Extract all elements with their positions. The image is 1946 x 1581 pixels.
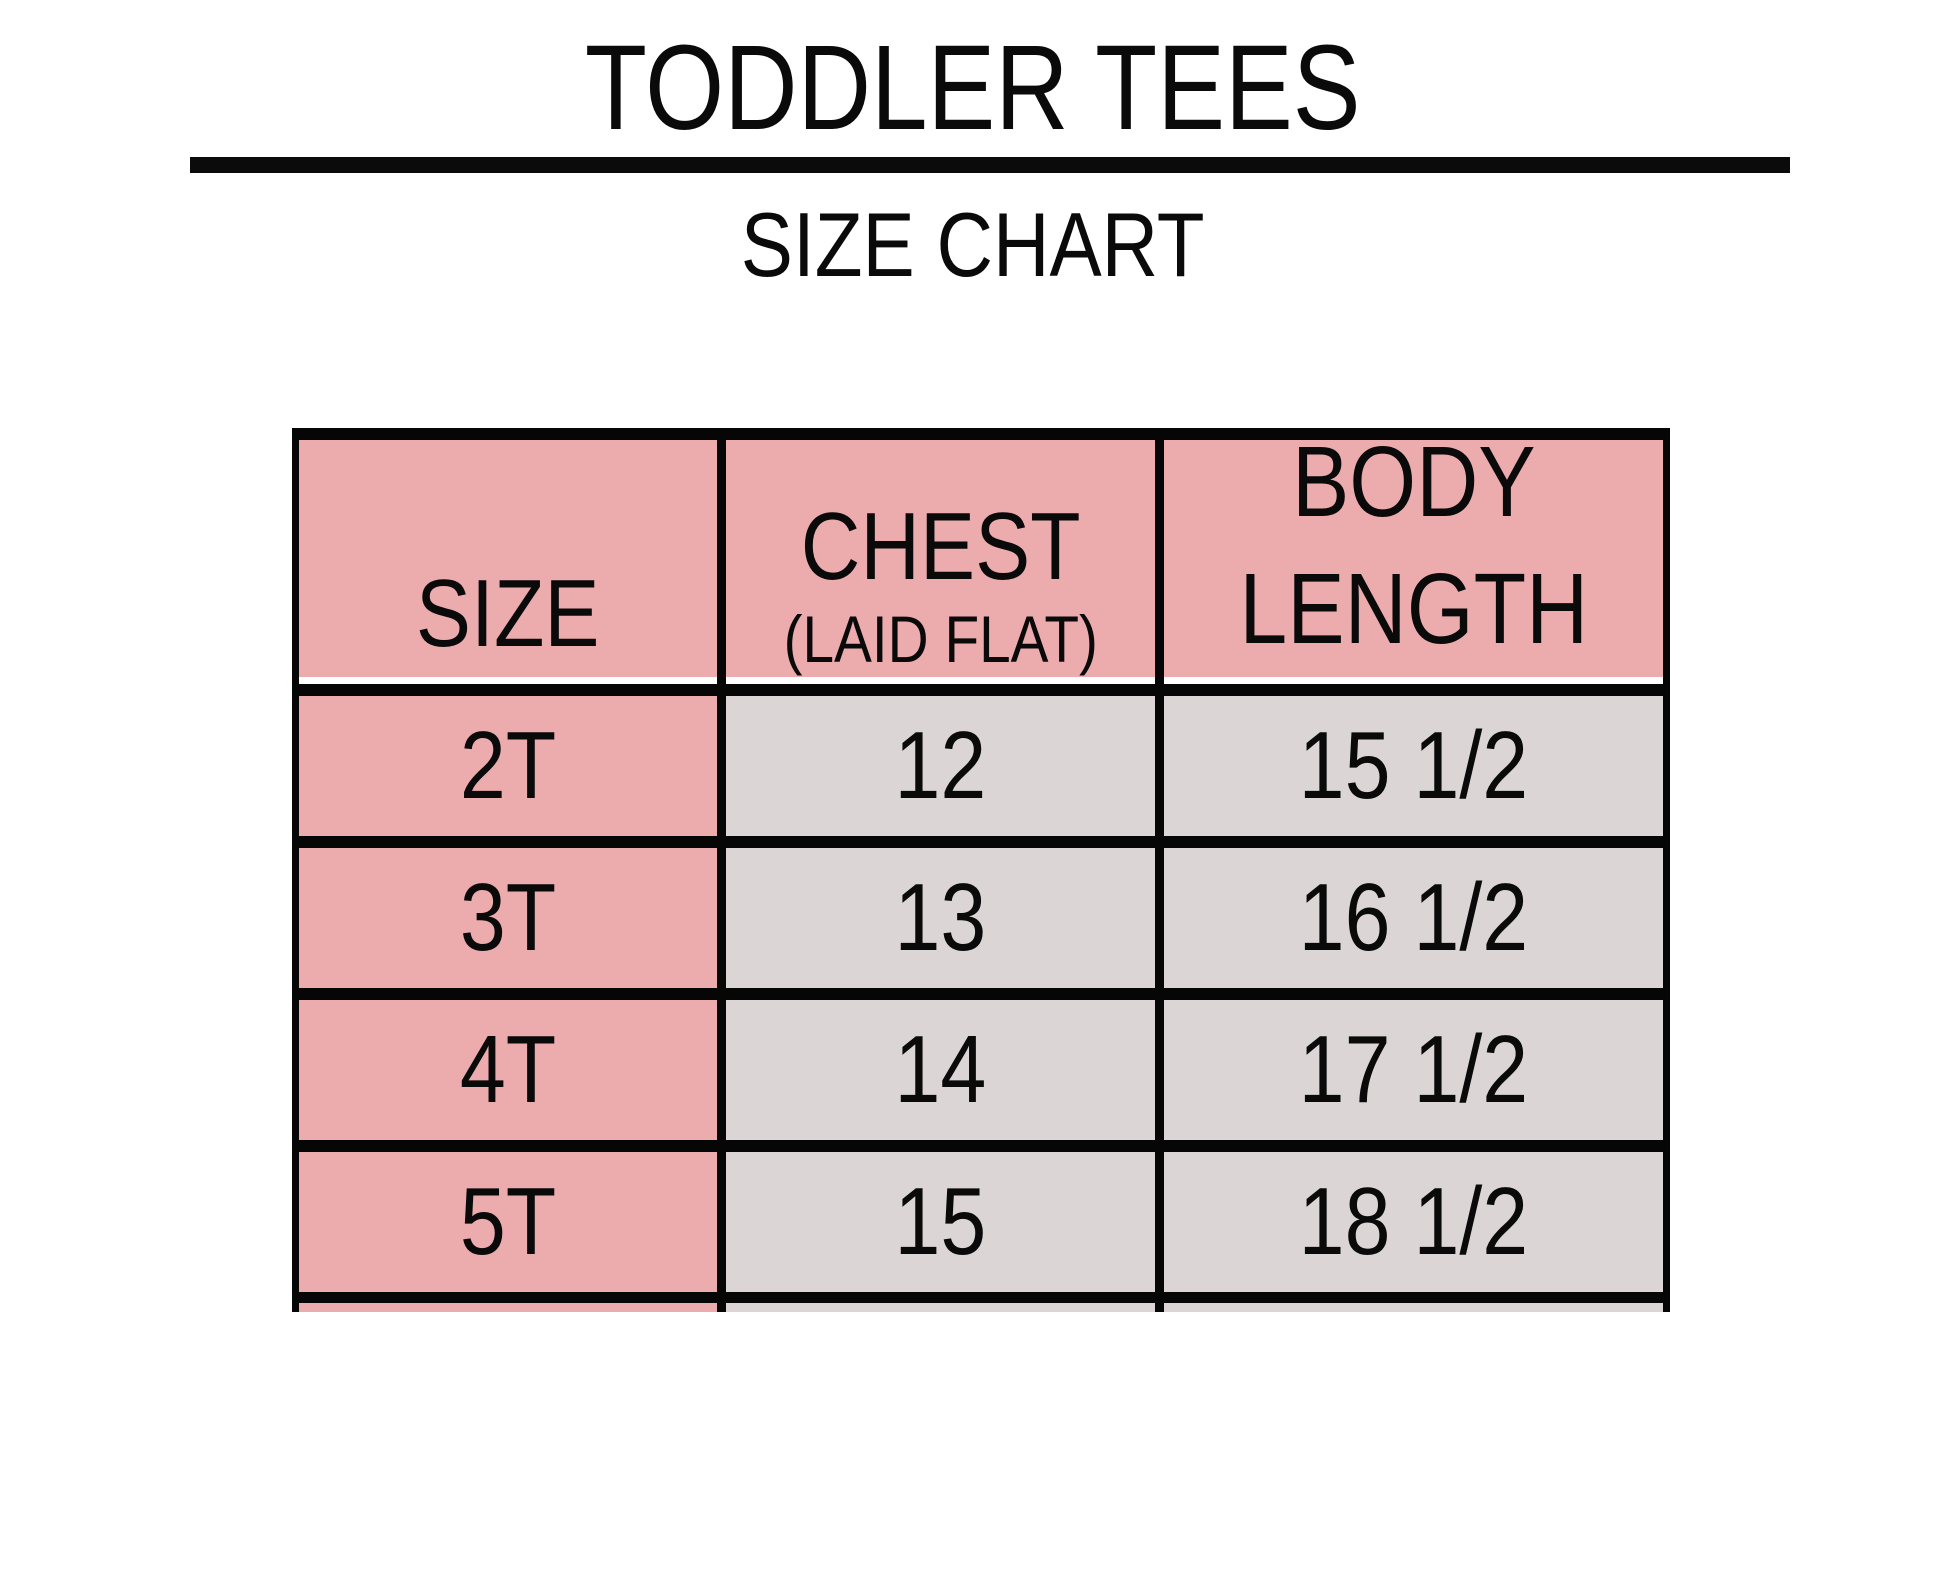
size-chart-table: SIZE CHEST (LAID FLAT) BODY LENGTH 2T 12 … xyxy=(292,426,1670,1312)
cell-size-5t: 5T xyxy=(299,1152,718,1292)
cell-chest-2t: 12 xyxy=(726,696,1156,836)
cell-body-3t: 16 1/2 xyxy=(1164,848,1663,988)
chest-value: 13 xyxy=(894,864,987,971)
page-subtitle: SIZE CHART xyxy=(0,200,1946,291)
header-gap-left xyxy=(299,677,718,684)
chest-value: 15 xyxy=(894,1168,987,1275)
row-separator xyxy=(299,988,1663,1000)
cell-chest-4t: 14 xyxy=(726,1000,1156,1140)
row-separator xyxy=(299,836,1663,848)
sliver-cell-middle xyxy=(726,1303,1156,1312)
header-gap-middle xyxy=(726,677,1156,684)
body-length-value: 15 1/2 xyxy=(1298,712,1529,819)
cell-body-5t: 18 1/2 xyxy=(1164,1152,1663,1292)
header-body-line1: BODY xyxy=(1291,426,1536,538)
row-separator xyxy=(299,1140,1663,1152)
size-value: 3T xyxy=(459,864,557,971)
size-value: 2T xyxy=(459,712,557,819)
size-value: 5T xyxy=(459,1168,557,1275)
row-separator xyxy=(299,684,1663,696)
cell-size-2t: 2T xyxy=(299,696,718,836)
header-cell-body-length: BODY LENGTH xyxy=(1164,426,1663,677)
cell-chest-5t: 15 xyxy=(726,1152,1156,1292)
header-gap-right xyxy=(1164,677,1663,684)
page-title-text: TODDLER TEES xyxy=(585,19,1361,155)
sliver-cell-left xyxy=(299,1303,718,1312)
body-length-value: 18 1/2 xyxy=(1298,1168,1529,1275)
title-divider-rule xyxy=(190,157,1790,173)
body-length-value: 16 1/2 xyxy=(1298,864,1529,971)
chest-value: 12 xyxy=(894,712,987,819)
header-chest-sublabel: (LAID FLAT) xyxy=(783,602,1098,676)
page-subtitle-text: SIZE CHART xyxy=(741,195,1205,296)
header-cell-chest: CHEST (LAID FLAT) xyxy=(726,440,1156,677)
cell-size-4t: 4T xyxy=(299,1000,718,1140)
cell-body-2t: 15 1/2 xyxy=(1164,696,1663,836)
size-value: 4T xyxy=(459,1016,557,1123)
cell-chest-3t: 13 xyxy=(726,848,1156,988)
header-chest-label: CHEST xyxy=(800,493,1081,600)
table-bottom-border xyxy=(299,1292,1663,1303)
page-title: TODDLER TEES xyxy=(0,27,1946,148)
chest-value: 14 xyxy=(894,1016,987,1123)
header-cell-size: SIZE xyxy=(299,440,718,677)
header-body-length-label: BODY LENGTH xyxy=(1239,419,1588,673)
cell-body-4t: 17 1/2 xyxy=(1164,1000,1663,1140)
cell-size-3t: 3T xyxy=(299,848,718,988)
body-length-value: 17 1/2 xyxy=(1298,1016,1529,1123)
header-size-label: SIZE xyxy=(416,560,600,667)
header-body-line2: LENGTH xyxy=(1239,553,1588,665)
sliver-cell-right xyxy=(1164,1303,1663,1312)
